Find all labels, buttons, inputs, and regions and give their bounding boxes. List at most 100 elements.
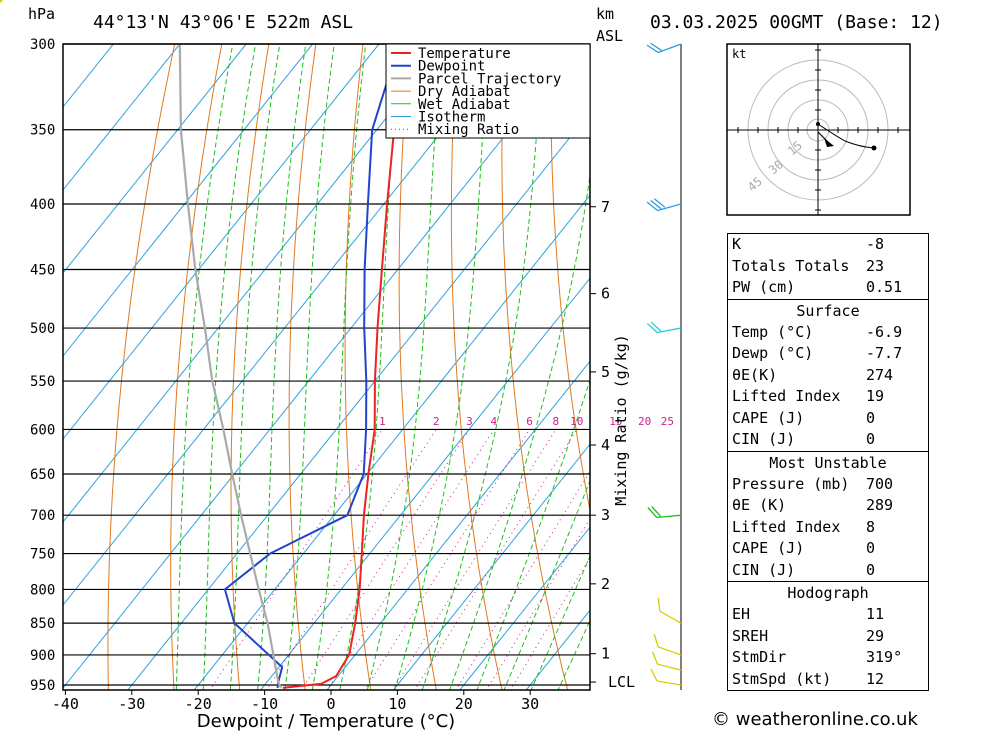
mu-thetae-value: 289: [866, 496, 894, 514]
surface-thetae-label: θE(K): [732, 365, 778, 384]
dry-adiabat-line: [501, 44, 569, 690]
surface-li-label: Lifted Index: [732, 387, 841, 405]
wind-barb-shaft: [656, 680, 682, 686]
hodograph-point: [816, 122, 820, 126]
wet-adiabat-line: [229, 44, 281, 690]
k-index-row: K -8: [728, 234, 928, 256]
most-unstable-title: Most Unstable: [769, 453, 887, 472]
mixing-ratio-axis-label: Mixing Ratio (g/kg): [612, 334, 630, 506]
wind-barb-icon: [646, 321, 682, 334]
legend-entry: Isotherm: [418, 110, 485, 126]
mixing-ratio-line: [300, 429, 470, 690]
stmdir-label: StmDir: [732, 648, 787, 666]
dry-adiabat-line: [230, 44, 270, 690]
surface-cin-row: CIN (J) 0: [728, 429, 928, 451]
wind-barb-shaft: [659, 610, 682, 624]
wind-barb-flag: [657, 597, 661, 612]
mixing-ratio-tick-label: 2: [433, 415, 440, 428]
profiles: [178, 44, 410, 689]
stmdir-value: 319°: [866, 648, 903, 666]
wind-barb-flag: [651, 651, 659, 665]
wind-barb-icon: [651, 651, 682, 671]
dry-adiabat-line: [550, 44, 590, 513]
wind-barb-flag: [653, 198, 666, 208]
wind-barb-shaft: [656, 514, 682, 519]
sreh-value: 29: [866, 626, 885, 645]
wind-barb-icon: [646, 198, 682, 212]
pw-label: PW (cm): [732, 278, 796, 296]
wind-barb-flag: [646, 201, 658, 212]
wind-barb-column: [0, 0, 682, 690]
mu-cin-label: CIN (J): [732, 560, 796, 579]
pressure-tick-label: 850: [30, 616, 55, 632]
dry-adiabat-line: [961, 0, 1000, 713]
x-tick-label: 0: [326, 695, 335, 713]
mu-cape-label: CAPE (J): [732, 539, 805, 557]
mixing-ratio-line: [509, 556, 590, 690]
wind-barb-shaft: [657, 43, 682, 54]
wind-barb-flag: [650, 321, 662, 332]
datetime-title: 03.03.2025 00GMT (Base: 12): [650, 12, 943, 33]
dry-adiabat-line: [288, 44, 317, 690]
mixing-ratio-tick-label: 3: [466, 415, 473, 428]
surface-cin-value: 0: [866, 430, 876, 448]
wet-adiabat-line: [257, 44, 307, 690]
surface-dewp-label: Dewp (°C): [732, 344, 814, 362]
mixing-ratio-tick-label: 6: [526, 415, 533, 428]
surface-dewp-value: -7.7: [866, 344, 903, 362]
wind-barb-flag: [650, 42, 663, 52]
km-tick-label: LCL: [608, 673, 635, 691]
asl-unit-label: ASL: [596, 27, 623, 45]
totals-totals-label: Totals Totals: [732, 256, 850, 275]
surface-thetae-row: θE(K) 274: [728, 365, 928, 387]
profile-dewpoint: [223, 44, 400, 689]
mu-cin-value: 0: [866, 560, 876, 579]
surface-cape-value: 0: [866, 408, 876, 427]
mixing-ratio-tick-label: 20: [638, 415, 651, 428]
km-tick-label: 4: [601, 436, 610, 454]
mu-li-value: 8: [866, 517, 876, 536]
wet-adiabat-line: [476, 378, 590, 690]
km-tick-label: 6: [601, 285, 610, 303]
wind-barb-flag: [650, 668, 658, 682]
mixing-ratio-line: [364, 429, 531, 690]
pressure-level-lines: [63, 43, 590, 686]
surface-cape-label: CAPE (J): [732, 408, 805, 427]
km-tick-label: 3: [601, 506, 610, 524]
pressure-tick-label: 300: [30, 37, 55, 53]
surface-temp-row: Temp (°C) -6.9: [728, 322, 928, 344]
dry-adiabat-line: [344, 44, 372, 690]
sreh-row: SREH 29: [728, 626, 928, 648]
surface-thetae-value: 274: [866, 365, 894, 384]
isotherm-line: [63, 44, 181, 191]
dry-adiabat-line: [398, 44, 437, 690]
plot-frame: [62, 43, 591, 691]
most-unstable-section: Most Unstable Pressure (mb) 700 θE (K) 289…: [728, 450, 928, 582]
stmspd-label: StmSpd (kt): [732, 669, 832, 688]
dry-adiabat-line: [170, 44, 223, 690]
stmspd-row: StmSpd (kt) 12: [728, 669, 928, 691]
wind-barb-shaft: [656, 327, 682, 334]
pressure-tick-label: 500: [30, 321, 55, 337]
thermo-grid: [63, 0, 1000, 713]
x-tick-label: -10: [251, 695, 278, 713]
wind-barb-shaft: [657, 663, 682, 671]
totals-totals-value: 23: [866, 256, 885, 275]
wind-barb-dot: [0, 0, 3, 3]
km-tick-label: 1: [601, 645, 610, 663]
mixing-ratio-tick-label: 15: [609, 415, 622, 428]
legend-box: [385, 43, 591, 139]
legend-entry: Dewpoint: [418, 59, 485, 75]
wind-barb-icon: [650, 668, 682, 686]
wind-barb-flag: [647, 507, 658, 518]
hodograph-section: Hodograph EH 11 SREH 29 StmDir 319° StmSpd …: [728, 581, 928, 690]
wind-barb-icon: [653, 633, 682, 656]
wind-barb-shaft: [657, 203, 682, 212]
storm-motion-arrow-shaft: [817, 131, 831, 145]
legend-entry: Wet Adiabat: [418, 97, 511, 113]
mixing-ratio-tick-label: 25: [661, 415, 674, 428]
copyright-footer[interactable]: © weatheronline.co.uk: [712, 709, 918, 730]
stats-table: K -8 Totals Totals 23 PW (cm) 0.51 Surface …: [727, 233, 929, 691]
